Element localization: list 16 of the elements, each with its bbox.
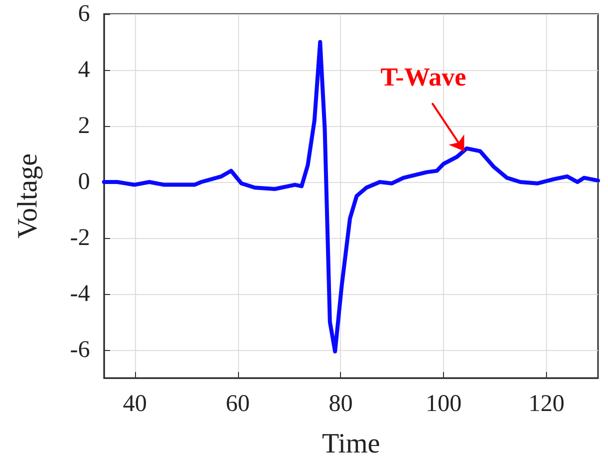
y-tick-label: 6 [78,1,90,27]
y-tick-label: 4 [78,57,90,83]
x-tick-label: 100 [426,391,462,417]
y-tick-label: -6 [70,337,90,363]
y-tick-label: 0 [78,169,90,195]
x-tick-label: 40 [122,391,147,417]
y-tick-label: 2 [78,113,90,139]
annotation: T-Wave [380,62,466,92]
line-series [102,40,600,354]
y-tick-label: -2 [70,225,90,251]
y-tick-label: -4 [70,281,90,307]
x-tick-label: 120 [528,391,565,417]
x-tick-label: 80 [328,391,353,417]
x-axis-title: Time [322,428,380,460]
x-tick-label: 60 [226,391,250,417]
y-axis-title: Voltage [12,153,44,239]
